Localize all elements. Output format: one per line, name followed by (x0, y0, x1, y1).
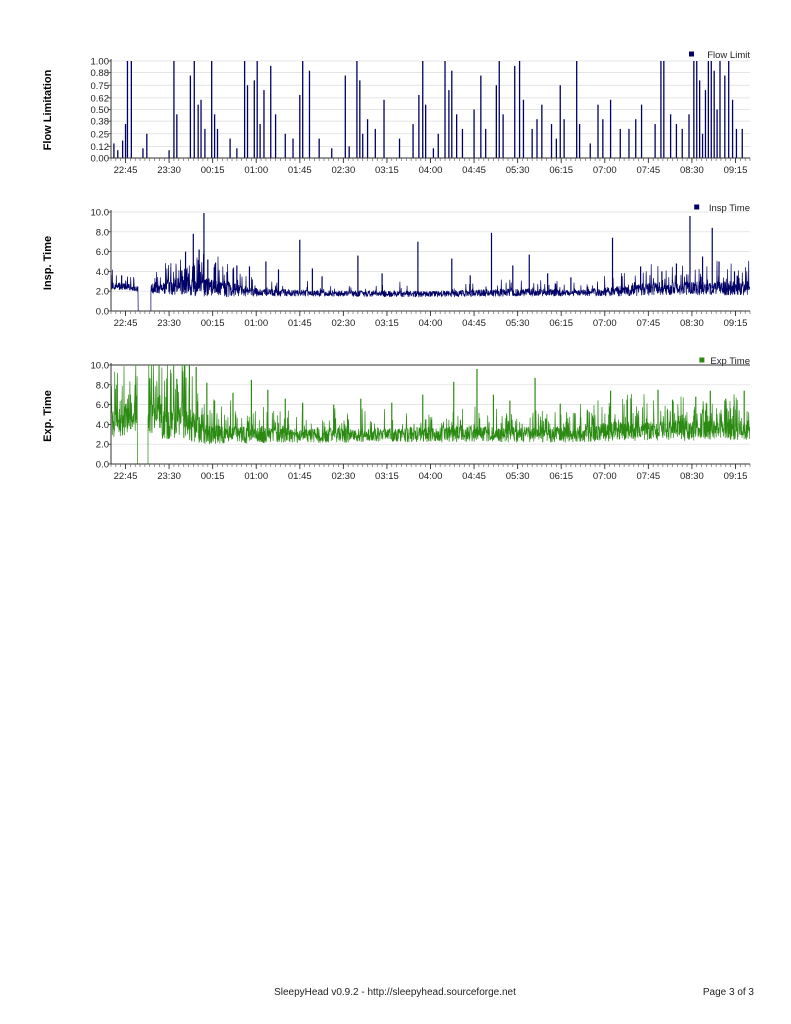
y-tick-label: 8.0 (96, 227, 109, 238)
x-tick-label: 06:15 (549, 318, 573, 329)
x-tick-label: 07:00 (593, 471, 617, 482)
x-tick-label: 03:15 (375, 318, 399, 329)
series-line (111, 253, 750, 311)
y-tick-label: 8.0 (96, 380, 109, 391)
x-tick-label: 22:45 (114, 471, 138, 482)
x-tick-label: 06:15 (549, 471, 573, 482)
legend-swatch (699, 357, 705, 363)
charts-area: 1.000.88 0.750.620.500.380.25 0.120.00 Flow… (42, 50, 751, 482)
y-tick-label: 0.25 (91, 129, 110, 140)
x-tick-label: 04:45 (462, 165, 486, 176)
x-tick-label: 01:00 (244, 471, 268, 482)
x-tick-label: 00:15 (201, 318, 225, 329)
y-tick-label: 4.0 (96, 267, 109, 278)
series-insp-time (111, 212, 750, 311)
x-tick-label: 02:30 (331, 471, 355, 482)
y-tick-label: 0.0 (96, 460, 109, 471)
x-tick-label: 02:30 (331, 165, 355, 176)
y-tick-label: 0.0 (96, 307, 109, 318)
x-tick-label: 01:00 (244, 318, 268, 329)
x-tick-label: 01:00 (244, 165, 268, 176)
y-tick-label: 0.12 (91, 142, 110, 153)
y-tick-label: 1.00 (91, 57, 110, 68)
chart-3: 10.0 8.0 6.0 4.0 2.0 0.0 Exp. Time 22:45 23:30 00… (42, 356, 751, 482)
footer-app-info: SleepyHead v0.9.2 - http://sleepyhead.so… (274, 987, 516, 998)
x-tick-label: 03:15 (375, 471, 399, 482)
x-tick-label: 04:00 (419, 318, 443, 329)
x-tick-label: 09:15 (724, 165, 748, 176)
x-tick-label: 08:30 (680, 318, 704, 329)
legend-label: Flow Limit (707, 50, 750, 61)
y-tick-label: 0.62 (91, 93, 110, 104)
y-tick-label: 2.0 (96, 287, 109, 298)
x-tick-label: 05:30 (506, 318, 530, 329)
y-tick-label: 6.0 (96, 247, 109, 258)
y-tick-label: 0.75 (91, 81, 110, 92)
legend: Flow Limit (689, 50, 750, 61)
x-tick-label: 05:30 (506, 471, 530, 482)
y-tick-label: 0.00 (91, 154, 110, 165)
x-tick-label: 07:45 (636, 471, 660, 482)
y-tick-label: 0.38 (91, 117, 110, 128)
x-tick-label: 04:45 (462, 318, 486, 329)
x-tick-label: 04:00 (419, 165, 443, 176)
legend-swatch (694, 204, 700, 210)
x-tick-label: 23:30 (157, 471, 181, 482)
legend-label: Insp Time (709, 203, 750, 214)
x-tick-label: 05:30 (506, 165, 530, 176)
y-tick-label: 10.0 (91, 361, 110, 372)
y-axis-title: Insp. Time (42, 236, 54, 290)
footer-page-number: Page 3 of 3 (702, 987, 754, 998)
y-axis-title: Exp. Time (42, 390, 54, 442)
x-tick-label: 02:30 (331, 318, 355, 329)
x-tick-label: 22:45 (114, 165, 138, 176)
x-tick-label: 04:00 (419, 471, 443, 482)
x-tick-label: 07:00 (593, 165, 617, 176)
x-tick-label: 00:15 (201, 471, 225, 482)
series-line (111, 364, 750, 464)
x-tick-label: 23:30 (157, 165, 181, 176)
chart-2: 10.0 8.0 6.0 4.0 2.0 0.0 Insp. Time 22:45 23:30 0… (42, 203, 751, 329)
x-tick-label: 01:45 (288, 165, 312, 176)
x-tick-label: 22:45 (114, 318, 138, 329)
y-tick-label: 4.0 (96, 420, 109, 431)
y-tick-label: 10.0 (91, 208, 110, 219)
x-tick-label: 08:30 (680, 471, 704, 482)
x-tick-label: 23:30 (157, 318, 181, 329)
legend-swatch (689, 51, 694, 57)
legend: Exp Time (699, 356, 750, 367)
x-tick-label: 07:00 (593, 318, 617, 329)
chart-1: 1.000.88 0.750.620.500.380.25 0.120.00 Flow… (42, 50, 750, 176)
series-flow-limit (113, 61, 743, 158)
x-tick-label: 00:15 (201, 165, 225, 176)
x-tick-label: 06:15 (549, 165, 573, 176)
legend-label: Exp Time (710, 356, 750, 367)
series-exp-time (111, 364, 750, 464)
x-tick-label: 07:45 (636, 318, 660, 329)
legend: Insp Time (694, 203, 750, 214)
y-tick-label: 2.0 (96, 440, 109, 451)
x-tick-label: 01:45 (288, 471, 312, 482)
x-tick-label: 08:30 (680, 165, 704, 176)
x-tick-label: 09:15 (724, 471, 748, 482)
y-tick-label: 0.88 (91, 68, 110, 79)
x-tick-label: 04:45 (462, 471, 486, 482)
y-tick-label: 6.0 (96, 400, 109, 411)
y-tick-label: 0.50 (91, 105, 110, 116)
x-tick-label: 09:15 (724, 318, 748, 329)
y-axis-title: Flow Limitation (42, 69, 54, 150)
x-tick-label: 01:45 (288, 318, 312, 329)
x-tick-label: 03:15 (375, 165, 399, 176)
x-tick-label: 07:45 (636, 165, 660, 176)
